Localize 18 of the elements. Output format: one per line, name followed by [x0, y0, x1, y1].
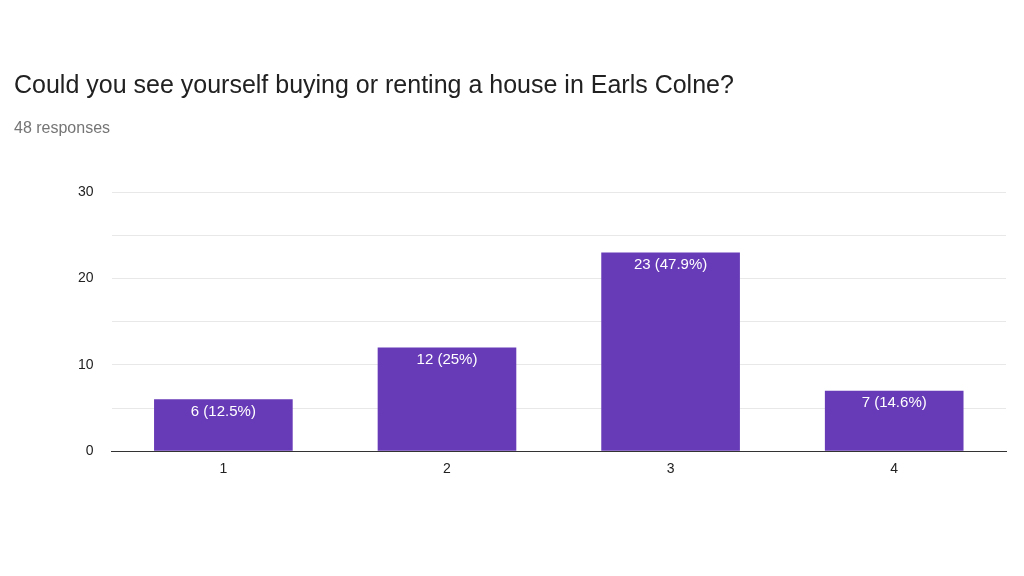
x-tick-label: 2 — [443, 460, 452, 477]
bar — [377, 347, 517, 451]
y-tick-label: 0 — [85, 442, 94, 459]
y-tick-label: 30 — [77, 182, 94, 199]
x-tick-label: 3 — [666, 460, 675, 477]
x-tick-label: 1 — [219, 460, 228, 477]
data-label: 7 (14.6%) — [861, 393, 927, 411]
chart-subtitle: 48 responses — [14, 119, 111, 137]
bar — [601, 252, 740, 451]
data-label: 12 (25%) — [416, 350, 478, 368]
data-label: 6 (12.5%) — [190, 402, 256, 419]
data-label: 23 (47.9%) — [633, 255, 708, 273]
bar — [824, 390, 964, 451]
y-tick-label: 10 — [77, 355, 94, 372]
y-tick-label: 20 — [77, 269, 94, 286]
x-tick-label: 4 — [890, 460, 899, 477]
chart-title: Could you see yourself buying or renting a house in Earls Colne? — [14, 70, 734, 99]
bar — [154, 399, 293, 451]
